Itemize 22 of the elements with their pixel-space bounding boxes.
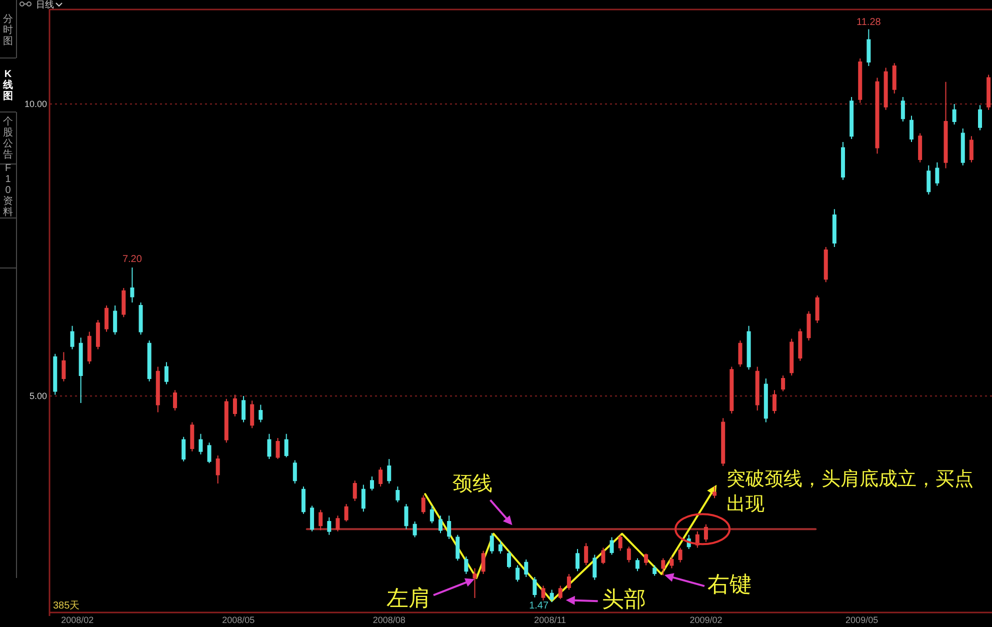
x-tick-label: 2008/11 [534, 615, 566, 625]
annotation: 7.20 [122, 254, 142, 265]
text: K线图 [2, 68, 13, 102]
x-tick-label: 2008/08 [372, 615, 406, 625]
y-tick-label: 10.00 [24, 99, 47, 110]
x-tick-label: 2008/05 [222, 615, 255, 625]
annotation: 左肩 [386, 586, 430, 611]
chart-subtitle: 日线 [36, 0, 54, 10]
annotation: 385天 [53, 600, 80, 612]
x-tick-label: 2009/05 [846, 615, 878, 625]
text: 分时图 [3, 12, 13, 46]
annotation: 颈线 [452, 473, 492, 496]
text: 个股公告 [3, 115, 13, 160]
annotation: 右键 [707, 572, 752, 597]
text: F10资料 [3, 162, 13, 218]
x-tick-label: 2009/02 [690, 615, 722, 625]
annotation: 头部 [602, 586, 646, 612]
annotation: 11.28 [856, 16, 882, 28]
annotation: 突破颈线，头肩底成立，买点出现 [726, 468, 975, 518]
y-tick-label: 5.00 [29, 390, 47, 401]
x-tick-label: 2008/02 [61, 615, 94, 625]
annotation: 1.47 [529, 600, 549, 612]
